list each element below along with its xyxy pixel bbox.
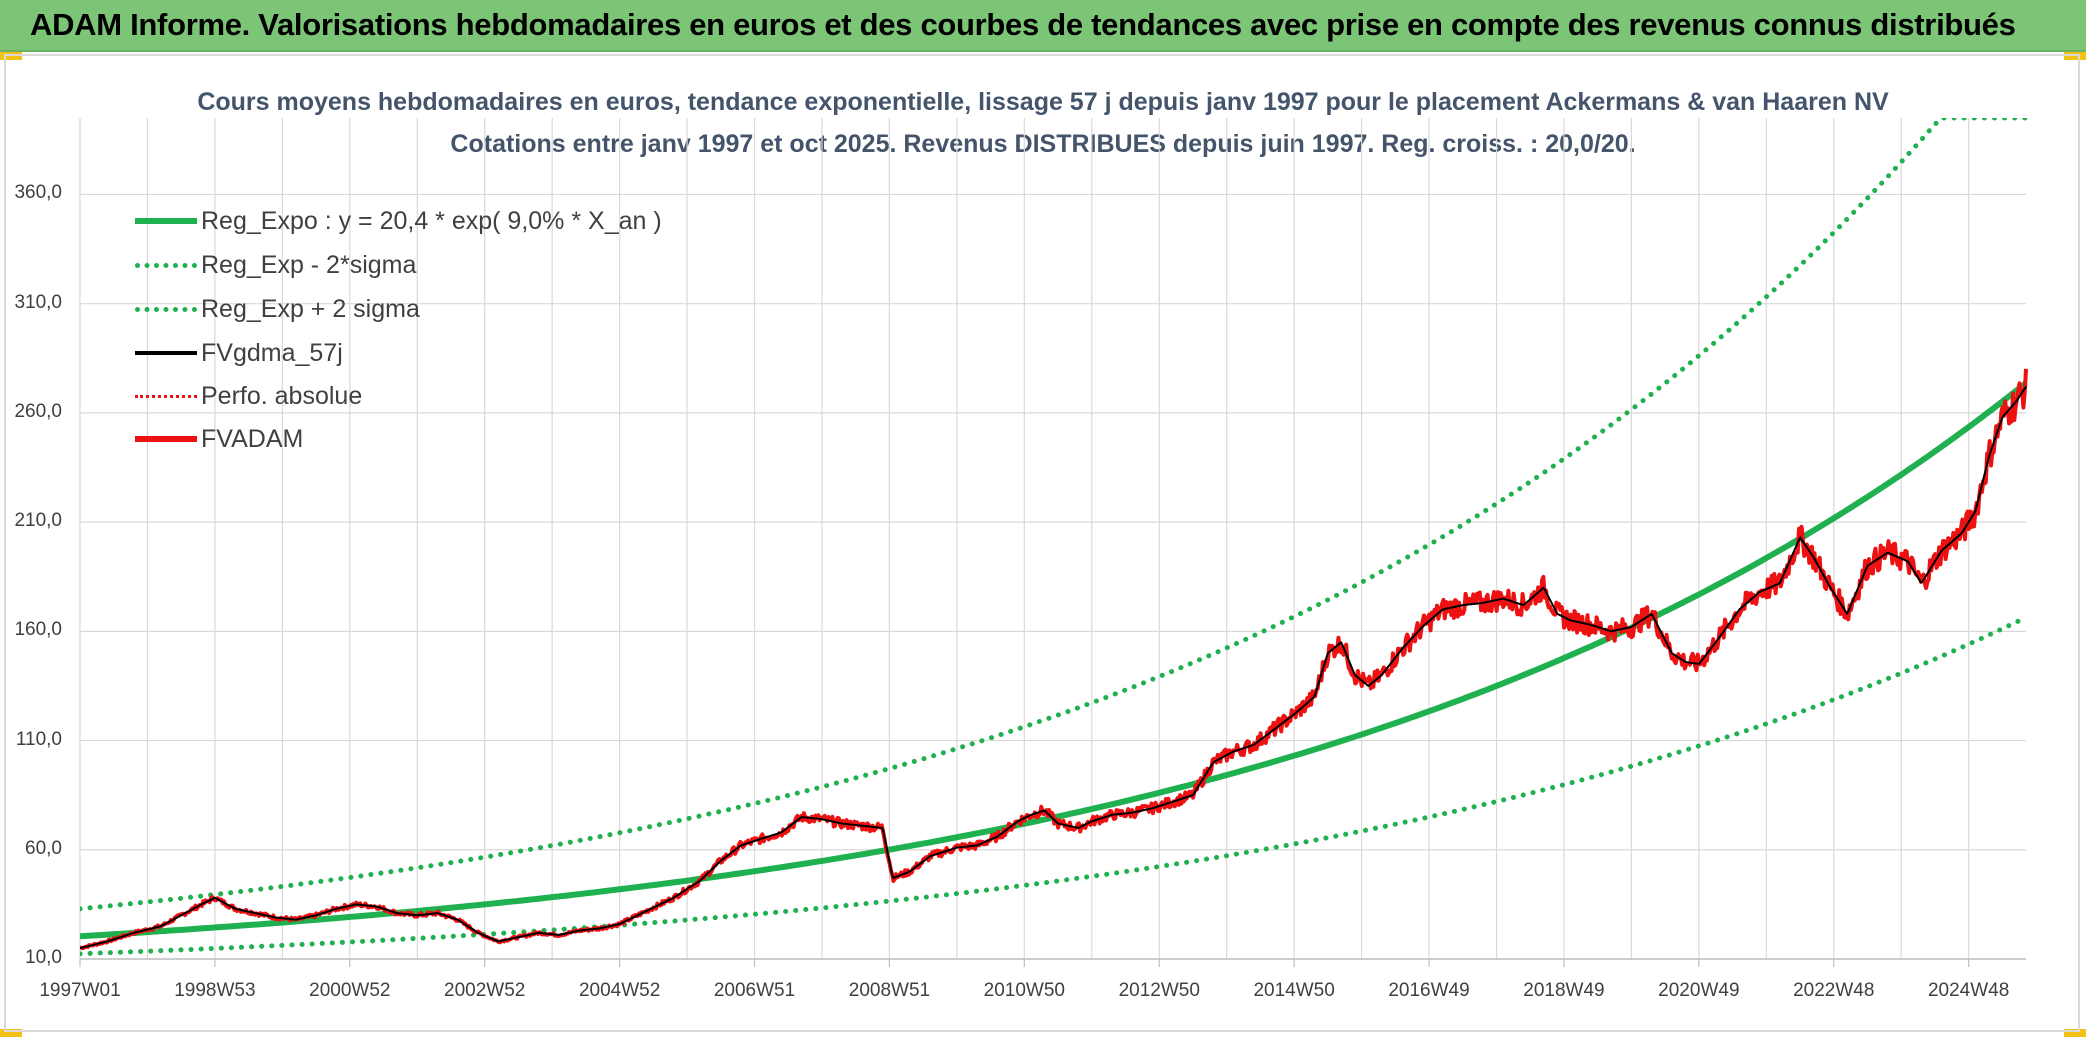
- x-tick-label: 2004W52: [578, 980, 661, 1001]
- y-tick-label: 60,0: [25, 837, 62, 859]
- legend-label: Reg_Exp + 2 sigma: [201, 294, 420, 323]
- y-tick-label: 310,0: [14, 291, 62, 313]
- legend-label: Reg_Exp - 2*sigma: [201, 250, 417, 279]
- corner-accent-bottom-left: [0, 1029, 22, 1037]
- legend-item-reg-exp-plus: Reg_Exp + 2 sigma: [135, 294, 420, 324]
- legend-item-fvgdma: FVgdma_57j: [135, 338, 343, 368]
- x-tick-label: 2006W51: [713, 980, 796, 1001]
- legend-line-solid-red: [135, 436, 197, 442]
- y-tick-label: 360,0: [14, 182, 62, 204]
- chart-subtitle: Cotations entre janv 1997 et oct 2025. R…: [450, 130, 1636, 158]
- legend-line-solid-green: [135, 218, 197, 224]
- chart-frame: [4, 54, 2080, 1032]
- x-tick-label: 2024W48: [1927, 980, 2010, 1001]
- y-tick-label: 210,0: [14, 510, 62, 532]
- series-reg-expo: [80, 380, 2028, 940]
- x-tick-label: 2012W50: [1118, 980, 1200, 1001]
- corner-accent-left: [0, 52, 22, 60]
- legend-label: FVADAM: [201, 424, 304, 453]
- x-tick-label: 2008W51: [848, 980, 931, 1001]
- legend-line-solid-black: [135, 351, 197, 355]
- series-reg-exp-plus-2sigma: [80, 118, 2028, 912]
- legend-item-reg-exp-minus: Reg_Exp - 2*sigma: [135, 250, 416, 280]
- legend-item-reg-expo: Reg_Expo : y = 20,4 * exp( 9,0% * X_an ): [135, 206, 662, 236]
- legend-item-perfo: Perfo. absolue: [135, 381, 362, 411]
- x-tick-label: 2022W48: [1793, 980, 1875, 1001]
- x-tick-label: 1997W01: [39, 980, 121, 1001]
- y-tick-label: 10,0: [25, 947, 62, 968]
- corner-accent-right: [2064, 52, 2086, 60]
- x-tick-label: 2014W50: [1253, 980, 1335, 1001]
- legend-line-dotted-green: [135, 306, 197, 312]
- x-tick-label: 2002W52: [444, 980, 526, 1001]
- legend-label: Perfo. absolue: [201, 381, 363, 410]
- legend-line-dotted-green: [135, 262, 197, 268]
- x-tick-label: 2016W49: [1388, 980, 1470, 1001]
- chart-title: Cours moyens hebdomadaires en euros, ten…: [197, 88, 1889, 116]
- y-tick-label: 260,0: [14, 400, 62, 422]
- legend-label: Reg_Expo : y = 20,4 * exp( 9,0% * X_an ): [201, 206, 662, 235]
- legend-line-dotted-red: [135, 394, 197, 398]
- y-tick-label: 110,0: [15, 728, 62, 750]
- legend-item-fvadam: FVADAM: [135, 424, 303, 454]
- report-title: ADAM Informe. Valorisations hebdomadaire…: [30, 7, 2016, 42]
- x-tick-label: 2000W52: [309, 980, 391, 1001]
- series-reg-exp-minus-2sigma: [80, 614, 2028, 957]
- legend-label: FVgdma_57j: [201, 338, 343, 367]
- x-tick-label: 2018W49: [1523, 980, 1605, 1001]
- series-fvadam: [80, 368, 2028, 951]
- corner-accent-bottom-right: [2064, 1029, 2086, 1037]
- y-tick-label: 160,0: [14, 619, 62, 641]
- x-tick-label: 1998W53: [174, 980, 256, 1001]
- x-tick-label: 2010W50: [983, 980, 1065, 1001]
- x-tick-label: 2020W49: [1658, 980, 1740, 1001]
- report-banner: ADAM Informe. Valorisations hebdomadaire…: [0, 0, 2086, 52]
- series-fvgdma-57j: [80, 386, 2027, 950]
